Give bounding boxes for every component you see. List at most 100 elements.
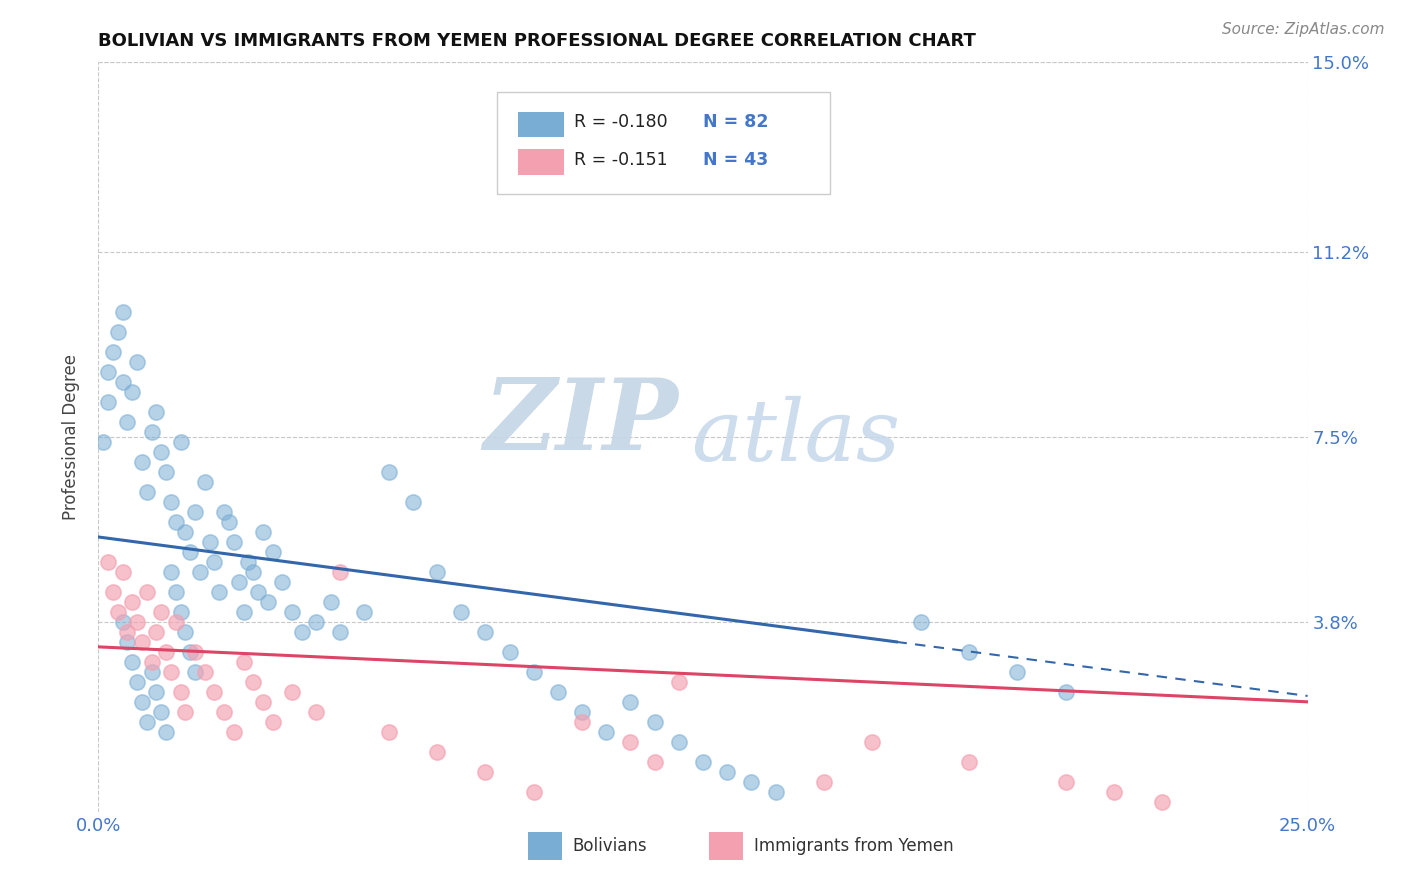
Point [242, 674, 264, 689]
Point [474, 764, 496, 779]
Point [141, 655, 163, 669]
Point [813, 774, 835, 789]
Point [204, 555, 226, 569]
Point [571, 714, 593, 729]
Point [668, 735, 690, 749]
Point [232, 655, 254, 669]
Point [169, 605, 191, 619]
Point [329, 624, 352, 639]
Point [305, 615, 328, 629]
Point [184, 505, 207, 519]
Point [184, 665, 207, 679]
Point [668, 674, 690, 689]
Point [957, 645, 980, 659]
Point [212, 705, 235, 719]
Point [160, 665, 183, 679]
Point [165, 585, 187, 599]
Point [145, 685, 167, 699]
Bar [709, 832, 742, 861]
Point [194, 665, 217, 679]
Point [91, 435, 114, 450]
Point [252, 524, 274, 539]
Text: ZIP: ZIP [484, 374, 679, 470]
Point [222, 724, 245, 739]
Point [242, 565, 264, 579]
Point [377, 724, 399, 739]
Point [208, 585, 231, 599]
Point [281, 605, 304, 619]
Point [716, 764, 738, 779]
Point [155, 645, 177, 659]
Point [860, 735, 883, 749]
Point [135, 714, 157, 729]
Point [238, 555, 260, 569]
Point [127, 674, 149, 689]
Point [97, 555, 120, 569]
Point [474, 624, 496, 639]
Point [135, 485, 157, 500]
Point [174, 624, 197, 639]
Point [150, 605, 173, 619]
Point [150, 705, 173, 719]
Bar [517, 149, 564, 175]
Point [188, 565, 211, 579]
Bar [527, 832, 561, 861]
Point [426, 565, 449, 579]
Text: R = -0.180: R = -0.180 [574, 113, 668, 131]
Point [595, 724, 617, 739]
Point [212, 505, 235, 519]
Point [204, 685, 226, 699]
Point [127, 355, 149, 369]
Text: Bolivians: Bolivians [572, 838, 647, 855]
Point [692, 755, 714, 769]
Point [111, 305, 134, 319]
Point [222, 535, 245, 549]
Point [174, 705, 197, 719]
Point [101, 345, 124, 359]
Point [141, 665, 163, 679]
Point [155, 724, 177, 739]
Point [184, 645, 207, 659]
FancyBboxPatch shape [498, 93, 830, 194]
Point [1102, 785, 1125, 799]
Point [571, 705, 593, 719]
Point [290, 624, 312, 639]
Point [498, 645, 520, 659]
Point [174, 524, 197, 539]
Point [160, 565, 183, 579]
Point [141, 425, 163, 439]
Point [232, 605, 254, 619]
Point [547, 685, 569, 699]
Point [131, 455, 153, 469]
Point [247, 585, 270, 599]
Point [228, 574, 250, 589]
Point [169, 685, 191, 699]
Point [765, 785, 787, 799]
Text: Immigrants from Yemen: Immigrants from Yemen [754, 838, 953, 855]
Point [160, 495, 183, 509]
Point [97, 395, 120, 409]
Point [319, 595, 342, 609]
Point [107, 325, 129, 339]
Point [252, 695, 274, 709]
Point [198, 535, 221, 549]
Text: R = -0.151: R = -0.151 [574, 151, 668, 169]
Point [165, 515, 187, 529]
Text: N = 82: N = 82 [703, 113, 769, 131]
Point [121, 595, 143, 609]
Point [179, 645, 201, 659]
Point [127, 615, 149, 629]
Point [117, 415, 139, 429]
Point [619, 735, 641, 749]
Point [426, 745, 449, 759]
Point [305, 705, 328, 719]
Point [262, 545, 284, 559]
Point [101, 585, 124, 599]
Point [218, 515, 240, 529]
Point [121, 385, 143, 400]
Point [377, 465, 399, 479]
Point [179, 545, 201, 559]
Point [165, 615, 187, 629]
Point [644, 755, 666, 769]
Point [131, 695, 153, 709]
